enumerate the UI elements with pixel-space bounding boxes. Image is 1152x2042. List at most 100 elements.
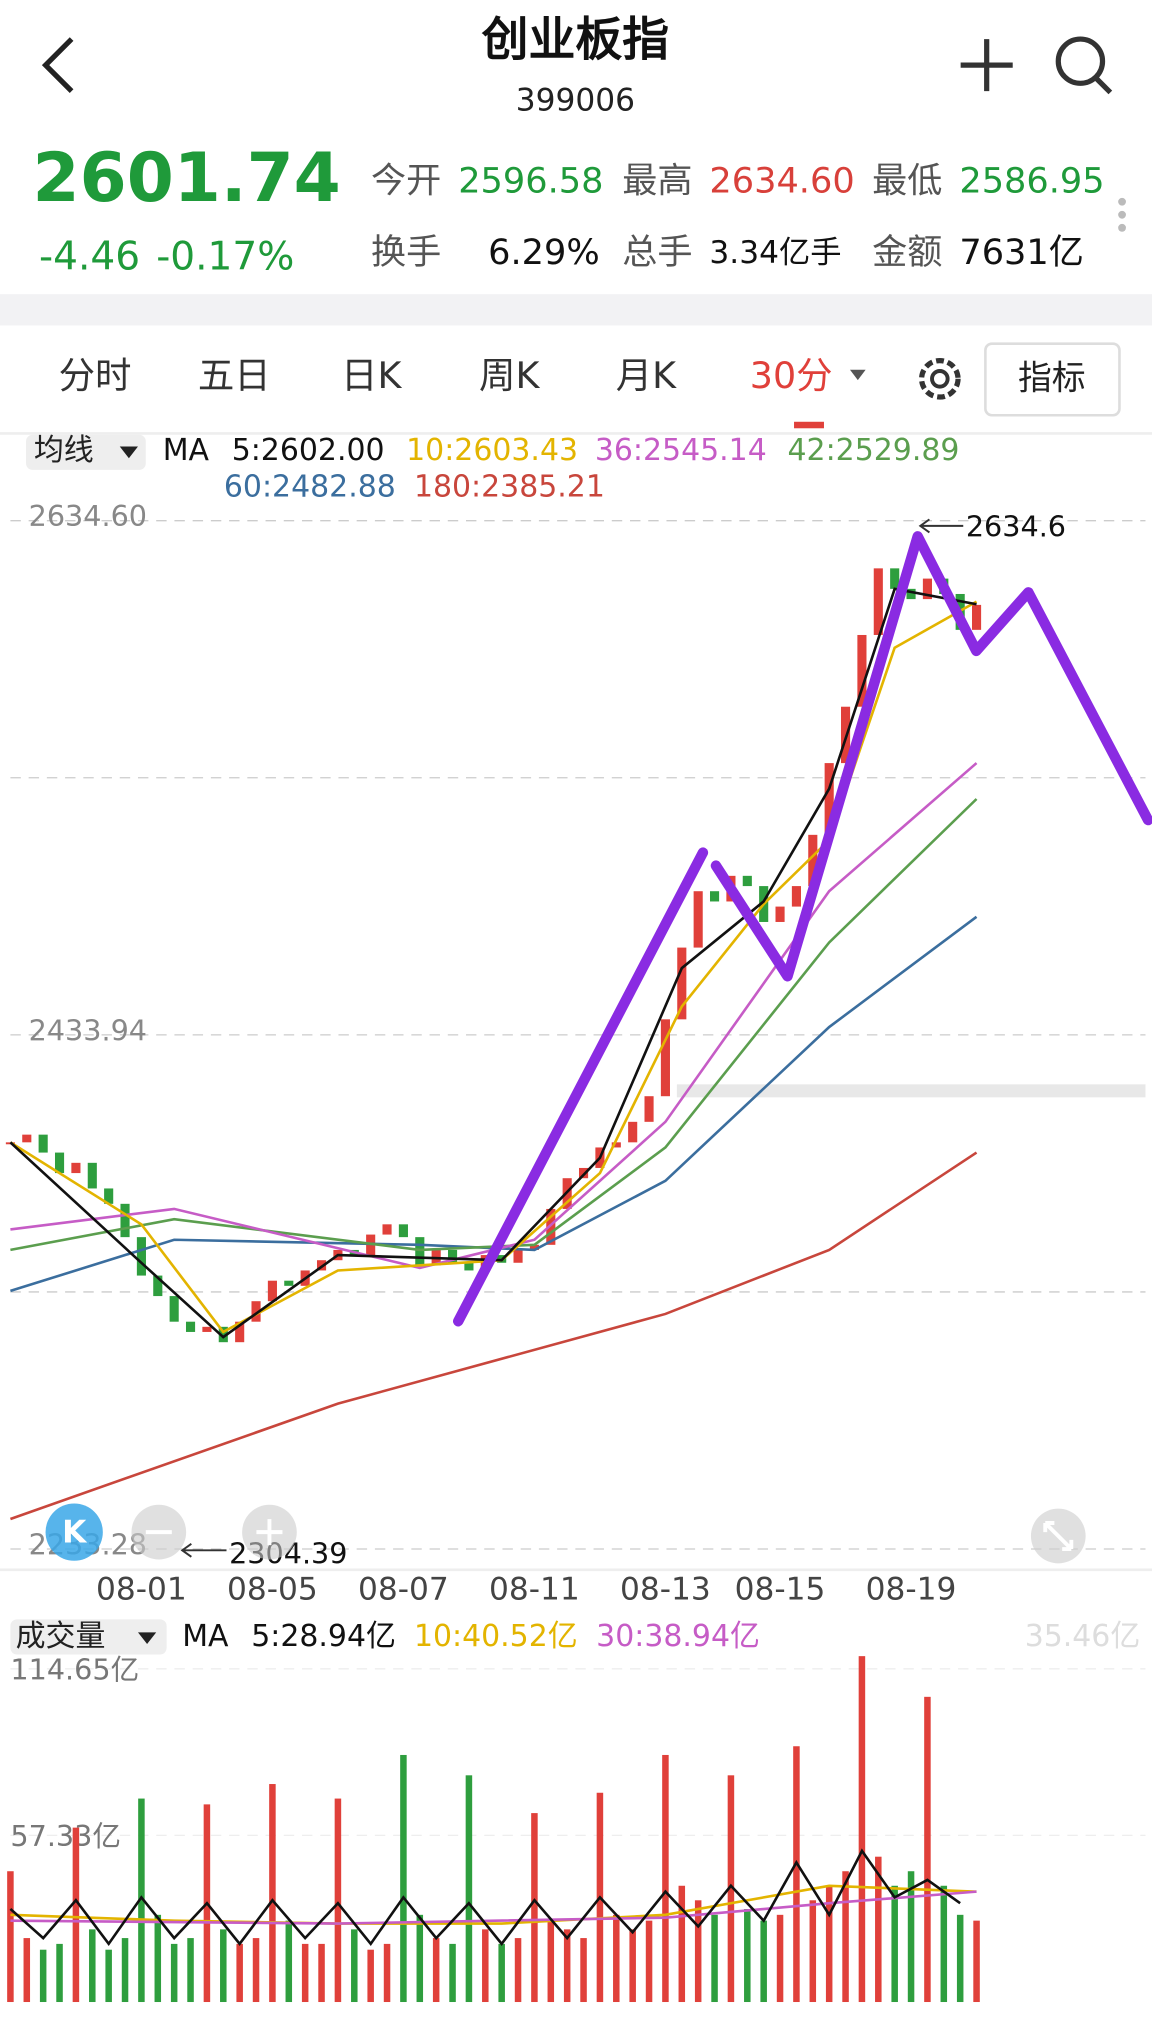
candle	[890, 568, 900, 589]
ma-legend: 10:40.52亿	[414, 1619, 578, 1654]
candle	[972, 604, 982, 630]
candle	[906, 588, 916, 600]
volume-button-label: 成交量	[16, 1619, 106, 1654]
more-dots	[1118, 197, 1126, 232]
volume-bar	[89, 1929, 96, 2003]
candle	[120, 1203, 130, 1238]
volume-bar	[547, 1920, 555, 2003]
candle	[235, 1321, 245, 1343]
x-tick-label: 08-13	[620, 1572, 711, 1608]
volume-bar	[334, 1798, 342, 2003]
volume-bar	[776, 1914, 784, 2003]
candle	[693, 891, 703, 948]
tab[interactable]: 分时	[59, 354, 132, 397]
tab[interactable]: 五日	[198, 354, 271, 397]
volume-bar	[23, 1938, 31, 2003]
candle	[546, 1208, 556, 1245]
indicator-button-label: 指标	[1018, 359, 1086, 398]
volume-bar	[678, 1885, 686, 2003]
candle	[464, 1262, 474, 1271]
ma-button[interactable]	[26, 434, 146, 470]
dropdown-arrow	[119, 446, 138, 459]
zoom-out-button[interactable]	[131, 1504, 187, 1560]
volume-bar	[170, 1943, 178, 2003]
x-tick-label: 08-05	[227, 1572, 318, 1608]
volume-button[interactable]	[10, 1619, 167, 1655]
stats: 今开 2596.58 最高 2634.60 最低 2586.95 换手 6.29% 总手 3.34…	[371, 160, 1105, 273]
volume-bar	[891, 1885, 898, 2003]
settings-button[interactable]	[918, 357, 961, 400]
x-tick-label: 08-15	[735, 1572, 826, 1608]
ma-line	[10, 915, 978, 1293]
volume-bar	[432, 1938, 440, 2003]
ma-prefix: MA	[182, 1619, 229, 1654]
volume-bar	[105, 1949, 112, 2003]
tab[interactable]: 日K	[341, 354, 402, 397]
hand-drawn-lines	[452, 531, 1152, 1327]
x-tick-label: 08-01	[96, 1572, 187, 1608]
candle	[251, 1301, 261, 1322]
volume-bar	[858, 1656, 866, 2003]
volume-bar	[39, 1949, 47, 2003]
ma-legend: 5:2602.00	[232, 433, 385, 468]
tab[interactable]: 月K	[616, 354, 677, 397]
tab[interactable]: 30分	[750, 354, 833, 397]
volume-bar	[498, 1943, 505, 2003]
ma-line	[9, 1848, 961, 1947]
stat-label: 金额	[872, 232, 942, 273]
volume-bar	[875, 1856, 882, 2003]
overlay-band	[676, 1084, 1146, 1098]
ma-legend: 30:38.94亿	[596, 1619, 760, 1654]
candle	[857, 634, 867, 707]
volume-bar	[367, 1949, 374, 2003]
zoom-in-button[interactable]	[242, 1504, 297, 1560]
back-button[interactable]	[41, 37, 74, 93]
dropdown-arrow	[850, 369, 866, 381]
x-tick-label: 08-07	[358, 1572, 449, 1608]
y-tick-label: 114.65亿	[10, 1652, 139, 1686]
volume-bar	[580, 1938, 587, 2003]
candle	[267, 1280, 277, 1302]
stat-label: 总手	[622, 232, 692, 273]
search-button[interactable]	[1055, 36, 1113, 95]
candle	[71, 1162, 81, 1174]
volume-bar	[645, 1920, 653, 2003]
candle	[185, 1321, 196, 1332]
candle	[660, 1019, 670, 1097]
y-tick-label: 2634.60	[29, 499, 147, 533]
ma-line	[10, 762, 978, 1270]
volume-bar	[187, 1938, 194, 2003]
candle	[38, 1134, 48, 1153]
candle	[87, 1162, 97, 1189]
ma-button-label: 均线	[34, 433, 94, 468]
volume-bar	[563, 1929, 571, 2003]
volume-bar	[662, 1754, 669, 2003]
indicator-button[interactable]	[984, 342, 1121, 417]
volume-bar	[351, 1929, 358, 2003]
corner-label: 35.46亿	[1025, 1619, 1141, 1654]
volume-bar	[973, 1920, 980, 2003]
volume-bar	[842, 1871, 849, 2003]
volume-bar	[56, 1943, 63, 2003]
volume-bar	[416, 1914, 424, 2003]
stat-value: 2596.58	[458, 160, 603, 201]
stat-value: 7631亿	[959, 232, 1084, 273]
change: -4.46	[39, 235, 140, 280]
ma-line	[10, 798, 978, 1252]
volume-bar	[236, 1943, 243, 2003]
candle	[824, 763, 834, 835]
candle	[398, 1224, 408, 1238]
ma-legend: 180:2385.21	[414, 470, 605, 505]
k-button[interactable]: K	[45, 1503, 103, 1561]
fullscreen-button[interactable]	[1030, 1508, 1086, 1564]
tab[interactable]: 周K	[479, 354, 540, 397]
stat-label: 最低	[872, 160, 942, 201]
candle	[513, 1249, 523, 1263]
volume-bar	[531, 1813, 538, 2003]
x-tick-label: 08-11	[489, 1572, 580, 1608]
volume-bar	[252, 1938, 260, 2003]
candle	[382, 1224, 392, 1235]
low-arrow	[180, 1543, 227, 1558]
candle	[136, 1237, 146, 1276]
add-button[interactable]	[960, 39, 1013, 92]
